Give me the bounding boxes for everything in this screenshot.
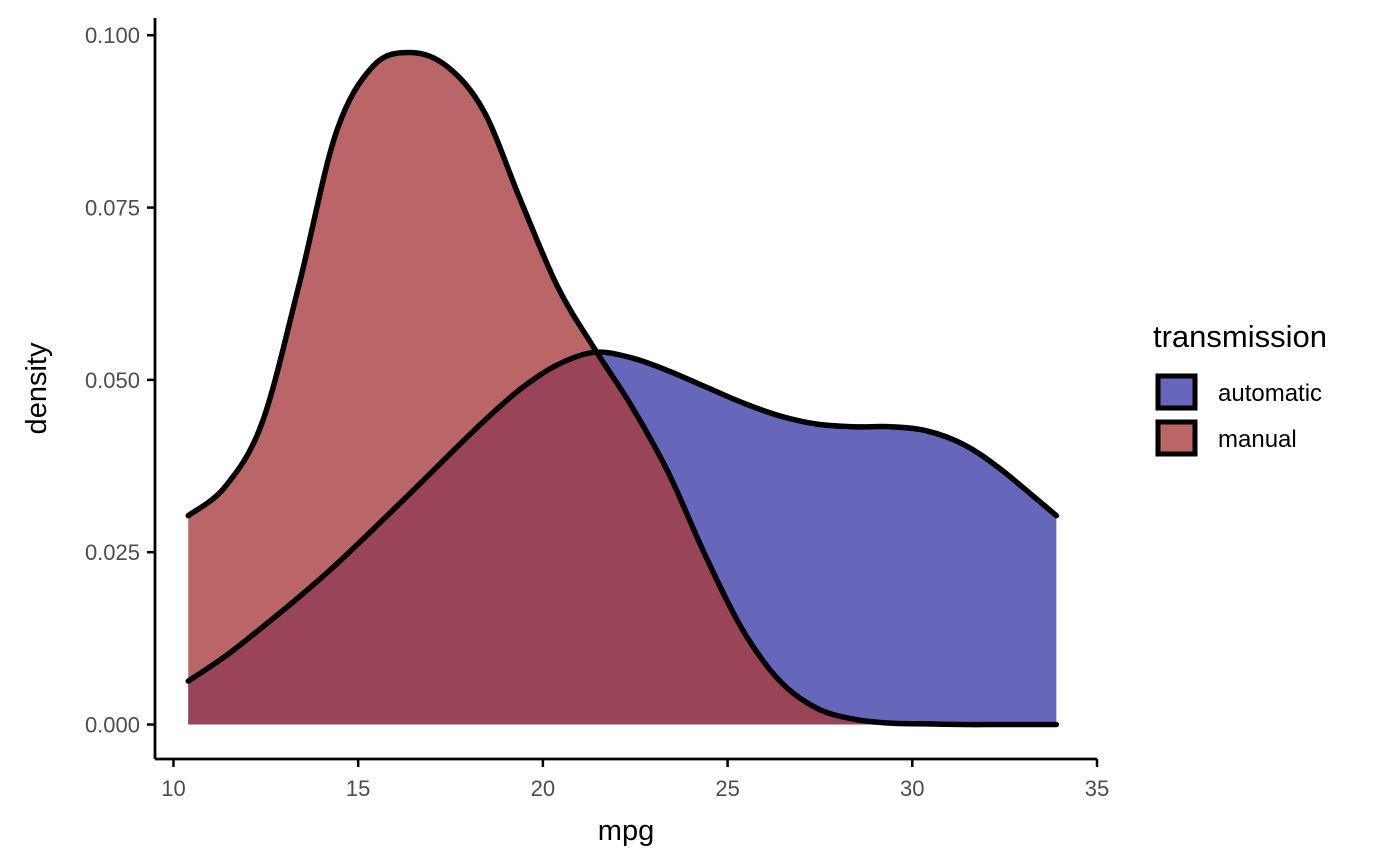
x-tick-label: 25 (715, 776, 739, 801)
x-tick-label: 35 (1085, 776, 1109, 801)
density-line-manual (185, 49, 1060, 728)
legend-label-automatic: automatic (1218, 380, 1322, 407)
legend: transmission automatic manual (1153, 319, 1327, 457)
density-areas (188, 52, 1057, 725)
y-tick-label: 0.000 (85, 713, 140, 738)
y-tick-label: 0.100 (85, 23, 140, 48)
legend-key-automatic (1155, 373, 1198, 411)
legend-key-manual (1155, 419, 1198, 457)
x-tick-label: 20 (531, 776, 555, 801)
x-tick-label: 15 (346, 776, 370, 801)
x-tick-label: 30 (900, 776, 924, 801)
legend-title: transmission (1153, 319, 1327, 354)
x-axis-title: mpg (598, 815, 654, 847)
density-lines (185, 49, 1060, 728)
density-line-automatic (185, 349, 1060, 684)
x-axis-ticks: 10 15 20 25 30 35 (161, 759, 1109, 801)
y-axis-title: density (21, 342, 53, 434)
x-tick-label: 10 (161, 776, 185, 801)
y-tick-label: 0.075 (85, 196, 140, 221)
legend-items: automatic manual (1155, 373, 1322, 457)
y-tick-label: 0.050 (85, 368, 140, 393)
density-area-manual (188, 52, 1057, 725)
y-axis-ticks: 0.000 0.025 0.050 0.075 0.100 (85, 23, 155, 738)
y-tick-label: 0.025 (85, 540, 140, 565)
legend-label-manual: manual (1218, 426, 1297, 453)
